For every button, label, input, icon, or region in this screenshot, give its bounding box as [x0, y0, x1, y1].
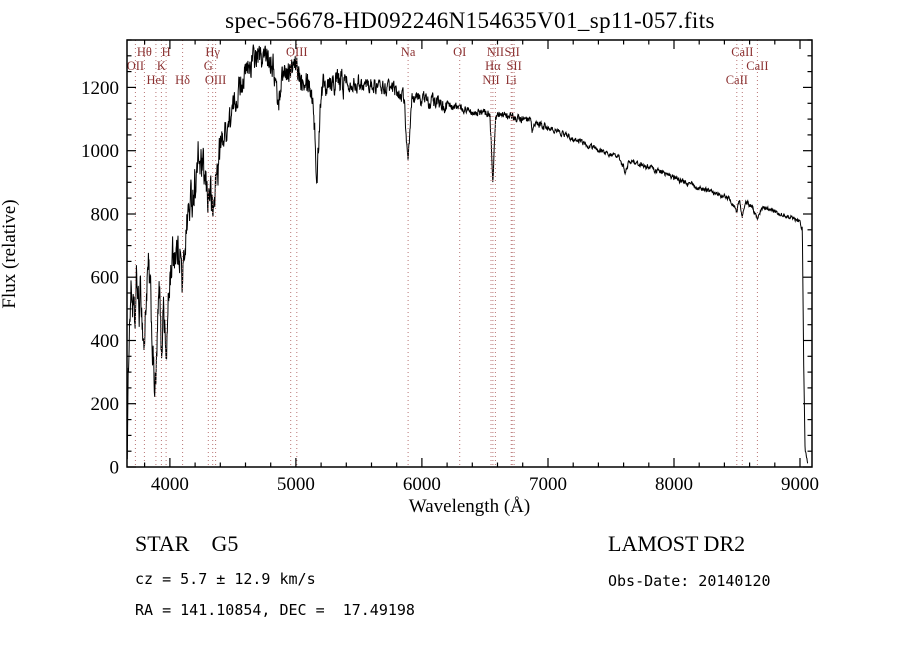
spectral-line-label: OI	[453, 45, 466, 59]
spectral-line-label: CaII	[726, 73, 748, 87]
x-tick-label: 8000	[655, 474, 693, 495]
spectral-line-label: Li	[506, 73, 518, 87]
plot-title: spec-56678-HD092246N154635V01_sp11-057.f…	[225, 8, 715, 33]
plot-frame	[126, 39, 813, 468]
x-tick-label: 9000	[781, 474, 819, 495]
spectral-line-label: OII	[127, 59, 144, 73]
spectral-line-label: SII	[505, 45, 520, 59]
x-tick-label: 4000	[151, 474, 189, 495]
spectral-line-label: H	[162, 45, 171, 59]
spectral-line-label: Hθ	[137, 45, 152, 59]
spectral-line-label: SII	[506, 59, 521, 73]
x-tick-label: 6000	[403, 474, 441, 495]
spectrum-path	[126, 44, 809, 464]
x-tick-label: 7000	[529, 474, 567, 495]
survey-label: LAMOST DR2	[608, 531, 746, 556]
y-tick-label: 600	[91, 268, 120, 289]
spectral-line-label: Hδ	[175, 73, 190, 87]
x-tick-label: 5000	[277, 474, 315, 495]
spectral-line-label: HeI	[147, 73, 166, 87]
spectral-line-label: NII	[487, 45, 504, 59]
spectral-line-label: OIII	[205, 73, 227, 87]
spectral-line-label: K	[157, 59, 166, 73]
spectral-line-label: CaII	[731, 45, 753, 59]
spectral-line-label: G	[204, 59, 213, 73]
y-tick-label: 800	[91, 204, 120, 225]
y-tick-label: 200	[91, 394, 120, 415]
classification-label: STAR G5	[135, 531, 239, 556]
obs-date-label: Obs-Date: 20140120	[608, 572, 771, 590]
y-tick-label: 1200	[81, 78, 119, 99]
spectral-line-label: Hγ	[205, 45, 220, 59]
y-tick-label: 0	[110, 458, 120, 479]
radial-velocity-label: cz = 5.7 ± 12.9 km/s	[135, 570, 316, 588]
coordinates-label: RA = 141.10854, DEC = 17.49198	[135, 601, 415, 619]
y-tick-label: 1000	[81, 141, 119, 162]
x-axis-label: Wavelength (Å)	[408, 496, 531, 517]
spectral-line-label: NII	[482, 73, 499, 87]
spectral-line-label: Na	[401, 45, 416, 59]
y-axis-label: Flux (relative)	[0, 199, 20, 309]
spectral-line-label: Hα	[485, 59, 501, 73]
spectral-line-label: CaII	[746, 59, 768, 73]
y-tick-label: 400	[91, 331, 120, 352]
spectral-line-label: OIII	[286, 45, 308, 59]
